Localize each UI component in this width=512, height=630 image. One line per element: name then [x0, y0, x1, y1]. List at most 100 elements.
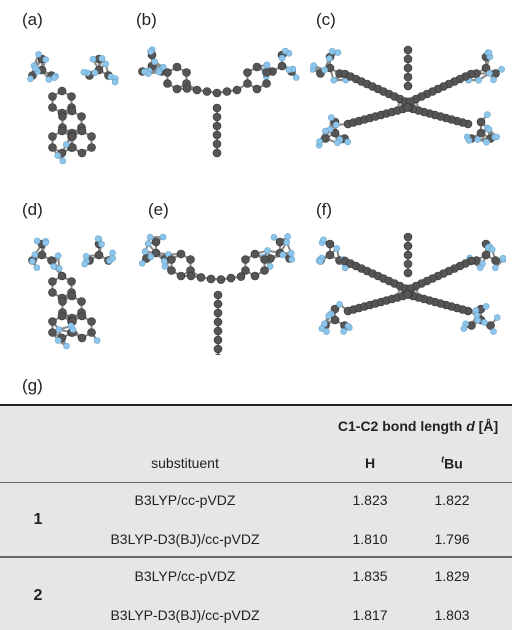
atom	[51, 75, 57, 81]
atom	[110, 250, 116, 256]
atom	[152, 59, 158, 65]
atom	[78, 334, 86, 342]
atom	[56, 265, 62, 271]
atom	[475, 317, 481, 323]
atom	[187, 272, 195, 280]
atom	[108, 74, 114, 80]
group-id: 1	[34, 511, 43, 529]
atom	[81, 69, 87, 75]
atom	[78, 113, 86, 121]
atom	[55, 253, 61, 259]
atom	[58, 312, 66, 320]
header-text: C1-C2 bond length	[338, 418, 462, 434]
atom	[337, 301, 343, 307]
atom	[467, 322, 475, 330]
atom	[88, 329, 96, 337]
atom	[271, 234, 277, 240]
atom	[289, 256, 295, 262]
atom	[68, 133, 76, 141]
atom	[142, 69, 148, 75]
col-header-text: Bu	[444, 455, 463, 471]
atom	[148, 254, 154, 260]
atom	[34, 238, 40, 244]
atom	[63, 142, 69, 148]
atom	[486, 50, 492, 56]
atom	[48, 133, 56, 141]
atom	[27, 76, 33, 82]
atom	[68, 107, 76, 115]
atom	[88, 318, 96, 326]
atom	[177, 272, 185, 280]
molecule-f	[310, 225, 506, 355]
atom	[203, 88, 211, 96]
atom	[90, 56, 96, 62]
atom	[404, 55, 412, 63]
atom	[43, 240, 49, 246]
atom	[160, 234, 166, 240]
figure: (a) (b) (c) (d) (e) (f) (g) C1-C2 bond l…	[0, 0, 512, 628]
atom	[142, 248, 148, 254]
atom	[476, 77, 482, 83]
atom	[156, 69, 162, 75]
atom	[48, 278, 56, 286]
atom	[477, 118, 485, 126]
group-id: 2	[34, 587, 43, 605]
atom	[329, 48, 335, 54]
atom	[58, 113, 66, 121]
atom	[147, 49, 153, 55]
atom	[317, 259, 323, 265]
atom	[334, 140, 340, 146]
atom	[51, 263, 57, 269]
atom	[214, 354, 222, 355]
value: 1.822	[434, 492, 469, 508]
atom	[43, 57, 49, 63]
panel-label: (a)	[22, 10, 43, 30]
atom	[326, 313, 332, 319]
atom	[214, 300, 222, 308]
method: B3LYP/cc-pVDZ	[135, 492, 236, 508]
atom	[466, 137, 472, 143]
molecule-c	[310, 38, 506, 168]
atom	[265, 248, 271, 254]
atom	[183, 85, 191, 93]
rule	[0, 482, 512, 483]
atom	[261, 267, 269, 275]
atom	[404, 233, 412, 241]
atom	[243, 69, 251, 77]
molecule-b	[132, 38, 302, 168]
atom	[282, 48, 288, 54]
method: B3LYP-D3(BJ)/cc-pVDZ	[110, 607, 259, 623]
atom	[243, 80, 251, 88]
atom	[322, 128, 328, 134]
atom	[223, 88, 231, 96]
atom	[263, 69, 271, 77]
atom	[68, 144, 76, 152]
atom	[320, 237, 326, 243]
molecule-a	[14, 40, 126, 170]
panel-label: (b)	[136, 10, 157, 30]
atom	[34, 265, 40, 271]
atom	[326, 55, 332, 61]
value: 1.823	[352, 492, 387, 508]
atom	[285, 233, 291, 239]
atom	[345, 323, 351, 329]
atom	[213, 89, 221, 97]
atom	[341, 328, 347, 334]
atom	[94, 338, 100, 344]
atom	[404, 242, 412, 250]
atom	[288, 250, 294, 256]
atom	[29, 258, 35, 264]
header-symbol: d	[466, 418, 475, 434]
panel-label: (d)	[22, 200, 43, 220]
atom	[213, 149, 221, 157]
atom	[321, 321, 327, 327]
atom	[404, 291, 412, 299]
atom	[500, 255, 506, 261]
atom	[187, 256, 195, 264]
atom	[492, 70, 500, 78]
header-unit: [Å]	[479, 418, 498, 434]
atom	[404, 104, 412, 112]
atom	[461, 326, 467, 332]
atom	[99, 55, 105, 61]
atom	[404, 73, 412, 81]
